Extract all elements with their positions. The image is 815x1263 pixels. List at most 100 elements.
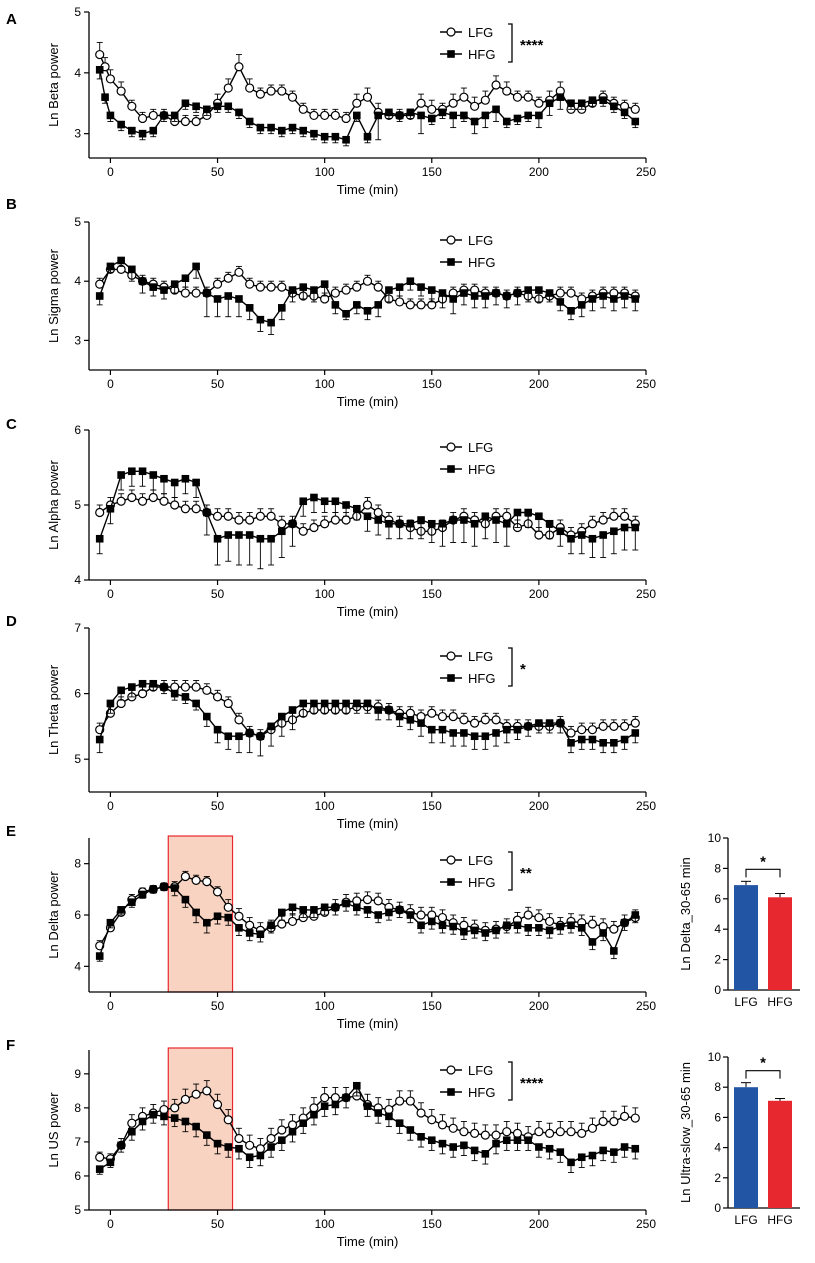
series-hfg xyxy=(95,1081,640,1175)
data-point-lfg xyxy=(491,80,501,90)
data-point-lfg xyxy=(534,530,544,540)
data-point-lfg xyxy=(544,1128,555,1139)
data-point-lfg xyxy=(234,1133,244,1144)
data-point-hfg xyxy=(374,911,383,919)
data-point-hfg xyxy=(481,732,490,741)
data-point-lfg xyxy=(470,101,480,111)
data-point-lfg xyxy=(223,902,233,912)
data-point-hfg xyxy=(460,1141,468,1150)
panel-D: D 5 6 7 0 50 100 150 200 250 Time (min) Ln Theta po… xyxy=(6,613,656,831)
data-point-hfg xyxy=(224,1143,233,1151)
data-point-lfg xyxy=(362,500,373,510)
data-point-hfg xyxy=(513,508,522,517)
data-point-hfg xyxy=(449,516,457,524)
data-point-lfg xyxy=(266,86,276,96)
data-point-lfg xyxy=(298,104,308,114)
legend-marker-hfg xyxy=(447,878,455,886)
x-tick-label: 200 xyxy=(529,377,549,391)
x-tick-label: 150 xyxy=(422,999,442,1013)
data-point-lfg xyxy=(330,1093,340,1103)
data-point-lfg xyxy=(255,89,265,99)
data-point-hfg xyxy=(235,924,243,932)
data-point-hfg xyxy=(352,111,361,120)
data-point-hfg xyxy=(588,96,597,105)
data-point-hfg xyxy=(492,729,500,737)
data-point-hfg xyxy=(160,286,168,294)
series-line xyxy=(99,54,636,123)
data-point-lfg xyxy=(234,267,244,277)
legend-label: LFG xyxy=(468,1063,493,1078)
data-point-hfg xyxy=(610,947,618,955)
significance-bracket xyxy=(508,1061,513,1101)
y-tick-label: 7 xyxy=(74,621,81,635)
x-tick-label: 100 xyxy=(315,377,335,391)
data-point-hfg xyxy=(427,1136,436,1145)
x-tick-label: 200 xyxy=(529,799,549,813)
data-point-lfg xyxy=(630,104,640,114)
data-point-hfg xyxy=(395,906,404,914)
data-point-hfg xyxy=(138,679,147,688)
data-point-hfg xyxy=(160,882,168,891)
data-point-hfg xyxy=(95,735,104,744)
data-point-hfg xyxy=(299,497,308,506)
data-point-lfg xyxy=(180,682,191,692)
data-point-lfg xyxy=(587,1123,598,1133)
data-point-lfg xyxy=(609,511,619,521)
data-point-hfg xyxy=(577,301,586,309)
data-point-hfg xyxy=(256,123,265,132)
data-point-hfg xyxy=(299,126,308,135)
data-point-hfg xyxy=(385,1112,393,1121)
data-point-hfg xyxy=(492,289,500,297)
y-tick-label: 4 xyxy=(74,66,81,80)
data-point-lfg xyxy=(277,919,287,929)
data-point-lfg xyxy=(470,1128,480,1139)
series-lfg xyxy=(95,1080,640,1164)
data-point-lfg xyxy=(609,924,619,934)
data-point-hfg xyxy=(535,512,543,521)
data-point-hfg xyxy=(192,699,200,708)
x-axis-title: Time (min) xyxy=(337,604,399,619)
data-point-hfg xyxy=(117,256,125,265)
data-point-lfg xyxy=(212,511,223,521)
data-point-hfg xyxy=(170,111,179,120)
data-point-hfg xyxy=(299,906,308,914)
x-tick-label: 200 xyxy=(529,999,549,1013)
data-point-hfg xyxy=(224,292,233,300)
legend-label: HFG xyxy=(468,462,495,477)
data-point-hfg xyxy=(160,683,168,691)
data-point-hfg xyxy=(620,108,629,117)
data-point-lfg xyxy=(116,86,126,96)
data-point-hfg xyxy=(631,523,640,532)
data-point-hfg xyxy=(535,111,543,120)
y-tick-label: 6 xyxy=(74,908,81,922)
data-point-hfg xyxy=(267,1143,275,1151)
data-point-hfg xyxy=(599,929,607,937)
y-tick-label: 8 xyxy=(74,857,81,871)
y-tick-label: 0 xyxy=(714,983,721,997)
data-point-hfg xyxy=(310,906,318,914)
data-point-hfg xyxy=(320,132,329,141)
data-point-lfg xyxy=(191,682,201,692)
y-tick-label: 4 xyxy=(74,274,81,288)
data-point-lfg xyxy=(223,511,233,521)
data-point-lfg xyxy=(630,718,640,728)
data-point-hfg xyxy=(513,289,522,297)
data-point-lfg xyxy=(95,49,105,60)
x-tick-label: 0 xyxy=(107,999,114,1013)
data-point-lfg xyxy=(566,728,576,738)
data-point-lfg xyxy=(148,110,158,121)
x-tick-label: 50 xyxy=(211,1217,225,1231)
data-point-hfg xyxy=(213,295,222,303)
data-point-hfg xyxy=(567,921,575,930)
data-point-lfg xyxy=(245,920,255,930)
data-point-lfg xyxy=(630,1113,640,1123)
x-axis-title: Time (min) xyxy=(337,394,399,409)
y-tick-label: 8 xyxy=(74,1101,81,1115)
data-point-hfg xyxy=(256,534,265,543)
data-point-hfg xyxy=(299,1119,308,1127)
data-point-hfg xyxy=(181,895,190,904)
data-point-hfg xyxy=(352,903,361,912)
data-point-hfg xyxy=(106,111,115,120)
significance-bracket xyxy=(508,23,513,63)
